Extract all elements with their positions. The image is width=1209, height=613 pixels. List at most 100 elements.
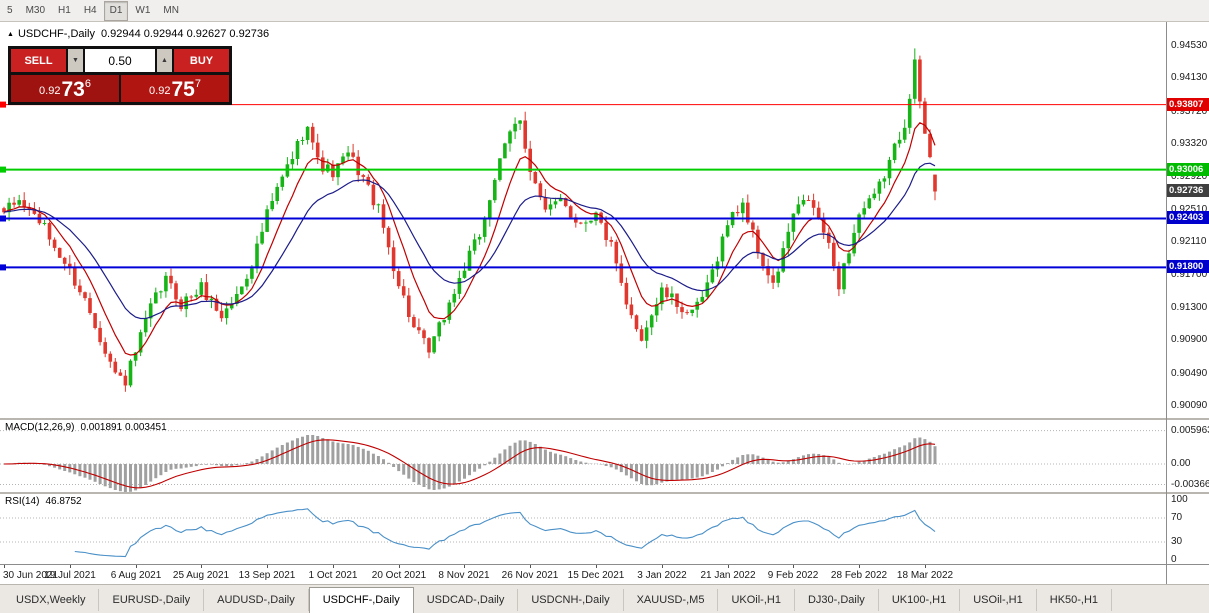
buy-price-pips: 75 <box>171 78 195 101</box>
date-tick <box>859 565 860 568</box>
date-axis-label: 25 Aug 2021 <box>172 570 230 581</box>
timeframe-button-h4[interactable]: H4 <box>83 5 97 16</box>
symbol-tab-usdcnh-daily[interactable]: USDCNH-,Daily <box>518 589 624 611</box>
timeframe-button-mn[interactable]: MN <box>163 5 179 16</box>
date-axis-label: 15 Dec 2021 <box>567 570 625 581</box>
date-axis-label: 28 Feb 2022 <box>830 570 888 581</box>
date-tick <box>793 565 794 568</box>
timeframe-toolbar: 5 M30 H1 H4 D1 W1 MN <box>0 0 1209 22</box>
timeframe-button-h1[interactable]: H1 <box>58 5 71 16</box>
symbol-tab-hk50-h1[interactable]: HK50-,H1 <box>1037 589 1113 611</box>
symbol-period-label: USDCHF-,Daily <box>17 28 95 40</box>
one-click-trading-panel: SELL ▼ 0.50 ▲ BUY 0.92 73 6 0.92 75 7 <box>8 46 232 105</box>
date-axis-label: 18 Mar 2022 <box>896 570 954 581</box>
symbol-tab-xauusd-m5[interactable]: XAUUSD-,M5 <box>624 589 719 611</box>
sell-price-point: 6 <box>84 78 91 90</box>
price-level-badge: 0.92403 <box>1167 211 1209 225</box>
current-price-badge: 0.92736 <box>1167 184 1209 198</box>
sell-price[interactable]: 0.92 73 6 <box>11 75 119 102</box>
chart-title: ▲ USDCHF-,Daily 0.92944 0.92944 0.92627 0.… <box>7 28 269 40</box>
date-axis-label: 21 Jan 2022 <box>700 570 756 581</box>
date-tick <box>201 565 202 568</box>
price-axis-label: 0.90490 <box>1171 367 1208 379</box>
price-axis-label: 0.90900 <box>1171 334 1208 346</box>
price-axis-label: 0.92510 <box>1171 203 1208 215</box>
sell-button[interactable]: SELL <box>11 49 66 72</box>
date-axis-label: 26 Nov 2021 <box>501 570 559 581</box>
date-axis-label: 19 Jul 2021 <box>44 570 96 581</box>
buy-button[interactable]: BUY <box>174 49 229 72</box>
rsi-axis-label: 30 <box>1171 536 1183 547</box>
date-axis-label: 3 Jan 2022 <box>637 570 687 581</box>
date-tick <box>662 565 663 568</box>
ohlc-values: 0.92944 0.92944 0.92627 0.92736 <box>100 28 270 40</box>
main-chart-panel: 0.94530 0.94130 0.93720 0.93320 0.92920 0.925… <box>0 22 1209 418</box>
buy-price[interactable]: 0.92 75 7 <box>121 75 229 102</box>
price-level-badge: 0.93807 <box>1167 97 1209 111</box>
date-tick <box>267 565 268 568</box>
volume-input[interactable]: 0.50 <box>85 49 155 72</box>
candlestick-chart[interactable] <box>0 22 1166 418</box>
rsi-chart[interactable] <box>0 494 1166 564</box>
price-axis-label: 0.94530 <box>1171 40 1208 51</box>
date-tick <box>136 565 137 568</box>
symbol-tab-dj30-daily[interactable]: DJ30-,Daily <box>795 589 879 611</box>
symbol-tab-usdchf-daily[interactable]: USDCHF-,Daily <box>308 587 414 613</box>
symbol-tab-eurusd-daily[interactable]: EURUSD-,Daily <box>99 589 205 611</box>
symbol-tab-audusd-daily[interactable]: AUDUSD-,Daily <box>204 589 309 611</box>
symbol-tab-usoil-h1[interactable]: USOil-,H1 <box>960 589 1037 611</box>
symbol-tab-usdx-weekly[interactable]: USDX,Weekly <box>3 589 100 611</box>
rsi-axis-label: 100 <box>1171 494 1188 505</box>
date-tick <box>4 565 5 568</box>
rsi-label: RSI(14) 46.8752 <box>5 496 82 507</box>
triangle-down-icon: ▼ <box>72 57 79 64</box>
sell-price-prefix: 0.92 <box>39 85 61 97</box>
price-level-badge: 0.91800 <box>1167 260 1209 274</box>
macd-axis-label: -0.003664 <box>1171 478 1209 490</box>
rsi-axis-label: 70 <box>1171 512 1183 523</box>
collapse-arrow-icon[interactable]: ▲ <box>7 31 14 38</box>
symbol-tab-usdcad-daily[interactable]: USDCAD-,Daily <box>414 589 519 611</box>
date-axis-label: 9 Feb 2022 <box>767 570 819 581</box>
timeframe-button-m30[interactable]: M30 <box>25 5 46 16</box>
buy-price-point: 7 <box>194 78 201 90</box>
rsi-axis-label: 0 <box>1171 554 1177 565</box>
price-axis-label: 0.90090 <box>1171 400 1208 411</box>
volume-increase-button[interactable]: ▲ <box>157 49 172 72</box>
macd-axis-label: 0.005963 <box>1171 424 1209 436</box>
symbol-tab-ukoil-h1[interactable]: UKOil-,H1 <box>718 589 795 611</box>
timeframe-button-d1[interactable]: D1 <box>103 0 129 21</box>
date-axis-label: 8 Nov 2021 <box>438 570 490 581</box>
triangle-up-icon: ▲ <box>161 57 168 64</box>
timeframe-button-5[interactable]: 5 <box>7 5 13 16</box>
macd-axis-label: 0.00 <box>1171 458 1191 469</box>
date-tick <box>530 565 531 568</box>
macd-chart[interactable] <box>0 420 1166 492</box>
macd-axis: 0.005963 0.00 -0.003664 <box>1167 420 1209 492</box>
date-tick <box>464 565 465 568</box>
symbol-tab-uk100-h1[interactable]: UK100-,H1 <box>879 589 961 611</box>
sell-price-pips: 73 <box>61 78 85 101</box>
date-axis-label: 20 Oct 2021 <box>371 570 427 581</box>
date-tick <box>70 565 71 568</box>
price-axis-label: 0.93720 <box>1171 105 1208 117</box>
price-axis-label: 0.92920 <box>1171 170 1208 182</box>
price-axis-label: 0.93320 <box>1171 138 1208 150</box>
price-axis-label: 0.91700 <box>1171 269 1208 281</box>
rsi-panel: RSI(14) 46.8752 100 70 30 0 <box>0 492 1209 565</box>
date-axis: 30 Jun 2021 19 Jul 2021 6 Aug 2021 25 Aug 2… <box>0 564 1209 584</box>
price-axis-separator <box>1166 22 1167 584</box>
price-axis-label: 0.91300 <box>1171 301 1208 313</box>
price-level-badge: 0.93006 <box>1167 162 1209 176</box>
date-tick <box>596 565 597 568</box>
price-axis: 0.94530 0.94130 0.93720 0.93320 0.92920 0.925… <box>1167 22 1209 418</box>
volume-decrease-button[interactable]: ▼ <box>68 49 83 72</box>
rsi-axis: 100 70 30 0 <box>1167 494 1209 565</box>
symbol-tabbar: USDX,Weekly EURUSD-,Daily AUDUSD-,Daily USD… <box>0 584 1209 613</box>
macd-panel: MACD(12,26,9) 0.001891 0.003451 0.005963 0… <box>0 418 1209 492</box>
timeframe-button-w1[interactable]: W1 <box>135 5 151 16</box>
date-axis-label: 13 Sep 2021 <box>238 570 296 581</box>
date-tick <box>925 565 926 568</box>
buy-price-prefix: 0.92 <box>149 85 171 97</box>
